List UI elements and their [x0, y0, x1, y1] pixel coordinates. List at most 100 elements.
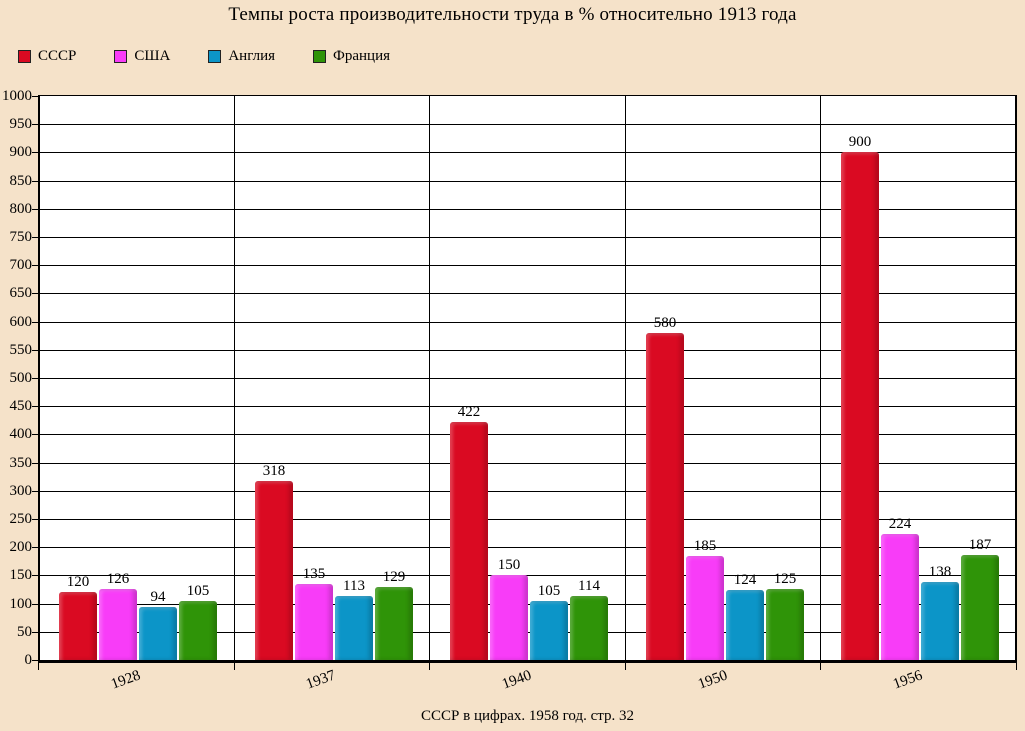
bar-СССР-1950 [646, 333, 684, 660]
y-axis-tick [32, 660, 38, 661]
y-axis-tick [32, 265, 38, 267]
y-axis-tick [32, 237, 38, 238]
bar-Англия-1937 [335, 596, 373, 660]
bar-value-label: 125 [773, 571, 797, 587]
gridline [40, 237, 1015, 238]
gridline [40, 406, 1015, 408]
y-axis-label: 900 [9, 144, 33, 161]
legend-label: Франция [333, 47, 391, 64]
y-axis-tick [32, 321, 38, 323]
y-axis-label: 950 [9, 116, 33, 133]
y-axis-tick [32, 96, 38, 97]
y-axis-tick [32, 603, 38, 605]
y-axis-label: 650 [9, 285, 33, 302]
gridline [40, 462, 1015, 464]
bar-Франция-1940 [570, 596, 608, 660]
y-axis-tick [32, 180, 38, 182]
legend-item: Франция [313, 48, 390, 65]
source-caption: СССР в цифрах. 1958 год. стр. 32 [421, 708, 634, 724]
y-axis-label: 300 [9, 482, 33, 499]
y-axis-label: 850 [9, 172, 33, 189]
group-separator [429, 96, 430, 660]
x-axis-tick [234, 663, 235, 670]
gridline [40, 490, 1015, 492]
bar-value-label: 224 [888, 516, 912, 532]
y-axis-label: 200 [9, 539, 33, 556]
bar-СССР-1937 [255, 481, 293, 660]
bar-США-1956 [881, 534, 919, 660]
bar-value-label: 114 [578, 578, 600, 594]
y-axis-label: 350 [9, 454, 33, 471]
bar-value-label: 150 [497, 557, 521, 573]
x-axis-tick [625, 663, 626, 670]
legend-item: США [114, 48, 170, 65]
y-axis-label: 250 [9, 511, 33, 527]
legend-label: США [134, 47, 171, 64]
y-axis-label: 500 [9, 370, 33, 386]
group-separator [234, 96, 235, 660]
bar-Франция-1937 [375, 587, 413, 660]
legend-swatch [18, 49, 31, 63]
bar-США-1937 [295, 584, 333, 660]
gridline [40, 378, 1015, 379]
gridline [40, 349, 1015, 351]
bar-value-label: 129 [382, 569, 406, 585]
y-axis-tick [32, 631, 38, 633]
y-axis-label: 700 [9, 257, 33, 274]
bar-value-label: 105 [537, 583, 561, 599]
legend-swatch [208, 49, 222, 63]
legend-item: СССР [18, 48, 76, 65]
x-axis-tick [820, 663, 821, 670]
y-axis-tick [32, 152, 38, 154]
bar-СССР-1928 [59, 592, 97, 660]
y-axis-label: 450 [9, 398, 33, 415]
bar-value-label: 120 [66, 574, 90, 590]
y-axis-label: 1000 [2, 88, 32, 104]
x-axis-tick [1016, 663, 1017, 670]
gridline [40, 180, 1015, 182]
gridline [40, 434, 1015, 436]
gridline [40, 321, 1015, 323]
bar-value-label: 185 [693, 538, 717, 554]
y-axis-label: 400 [9, 426, 33, 443]
y-axis-tick [32, 575, 38, 577]
legend-swatch [313, 49, 327, 63]
y-axis-label: 800 [9, 200, 33, 217]
bar-value-label: 135 [302, 566, 326, 582]
bar-value-label: 105 [186, 583, 210, 599]
gridline [40, 547, 1015, 549]
gridline [40, 152, 1015, 154]
y-axis-tick [32, 490, 38, 492]
bar-СССР-1940 [450, 422, 488, 660]
y-axis-label: 50 [17, 623, 32, 640]
group-separator [625, 96, 626, 660]
bar-Франция-1956 [961, 555, 999, 660]
y-axis-label: 550 [9, 341, 33, 358]
y-axis-label: 600 [9, 313, 33, 330]
gridline [40, 208, 1015, 210]
bar-США-1928 [99, 589, 137, 660]
y-axis-tick [32, 519, 38, 520]
bar-value-label: 187 [968, 537, 992, 553]
bar-СССР-1956 [841, 152, 879, 660]
y-axis-tick [32, 434, 38, 436]
bar-value-label: 113 [343, 578, 365, 594]
gridline [40, 293, 1015, 295]
y-axis-tick [32, 208, 38, 210]
y-axis-tick [32, 378, 38, 379]
x-axis-tick [38, 663, 39, 670]
y-axis-tick [32, 293, 38, 295]
bar-Англия-1928 [139, 607, 177, 660]
bar-value-label: 900 [848, 134, 872, 150]
y-axis-tick [32, 406, 38, 408]
bar-value-label: 94 [150, 589, 166, 605]
bar-value-label: 422 [457, 404, 481, 420]
legend-swatch [114, 49, 128, 63]
legend-label: СССР [38, 47, 77, 64]
bar-Англия-1956 [921, 582, 959, 660]
gridline [40, 519, 1015, 520]
bar-value-label: 318 [262, 463, 286, 479]
bar-Англия-1940 [530, 601, 568, 660]
group-separator [820, 96, 821, 660]
